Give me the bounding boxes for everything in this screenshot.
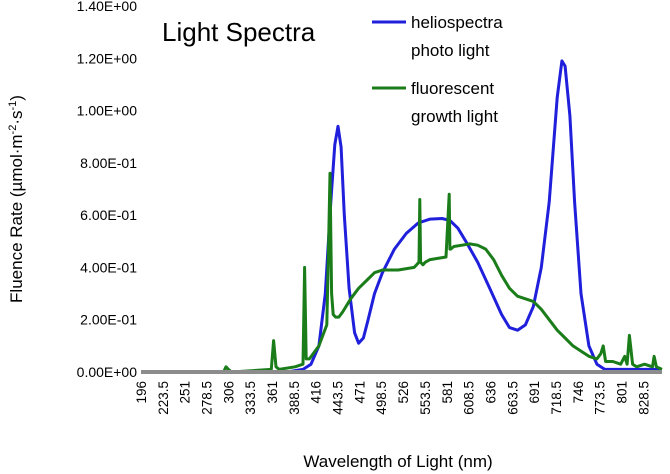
x-tick-label: 801 [614,381,629,404]
x-tick-label: 471 [352,381,367,404]
x-tick-label: 498.5 [374,381,389,415]
y-tick-label: 0.00E+00 [77,364,138,380]
y-tick-label: 1.00E+00 [77,103,138,119]
x-tick-label: 223.5 [156,381,171,415]
x-tick-label: 663.5 [505,381,520,415]
x-tick-label: 553.5 [418,381,433,415]
x-tick-label: 306 [221,381,236,404]
y-tick-labels: 0.00E+00 2.00E-01 4.00E-01 6.00E-01 8.00E-01… [77,0,138,380]
x-tick-label: 581 [440,381,455,404]
x-tick-label: 333.5 [243,381,258,415]
x-tick-label: 691 [527,381,542,404]
x-tick-label: 416 [309,381,324,404]
y-tick-label: 1.40E+00 [77,0,138,14]
legend-label: growth light [411,107,498,126]
legend-label: heliospectra [411,13,503,32]
x-tick-label: 828.5 [636,381,651,415]
x-axis-title: Wavelength of Light (nm) [303,452,492,471]
x-tick-label: 608.5 [462,381,477,415]
x-tick-label: 251 [178,381,193,404]
x-tick-label: 526 [396,381,411,404]
y-tick-label: 6.00E-01 [80,207,137,223]
x-tick-label: 361 [265,381,280,404]
x-tick-label: 196 [134,381,149,404]
x-tick-label: 718.5 [549,381,564,415]
x-tick-label: 278.5 [200,381,215,415]
series-lines [141,59,663,374]
y-tick-label: 4.00E-01 [80,259,137,275]
legend-label: fluorescent [411,79,494,98]
series-line-1 [141,171,663,374]
y-tick-label: 1.20E+00 [77,50,138,66]
y-axis-title: Fluence Rate (µmol·m-2·s-1) [7,95,26,303]
chart-title: Light Spectra [162,17,316,47]
y-tick-label: 8.00E-01 [80,155,137,171]
x-tick-label: 773.5 [593,381,608,415]
legend-label: photo light [411,41,490,60]
series-line-0 [141,59,662,374]
x-tick-labels: 196 223.5 251 278.5 306 333.5 361 388.5 416 443.5… [134,381,651,415]
x-tick-label: 388.5 [287,381,302,415]
x-tick-label: 746 [571,381,586,404]
legend: heliospectra photo light fluorescent growth… [372,13,503,126]
x-tick-label: 443.5 [331,381,346,415]
x-tick-label: 636 [483,381,498,404]
y-tick-label: 2.00E-01 [80,312,137,328]
